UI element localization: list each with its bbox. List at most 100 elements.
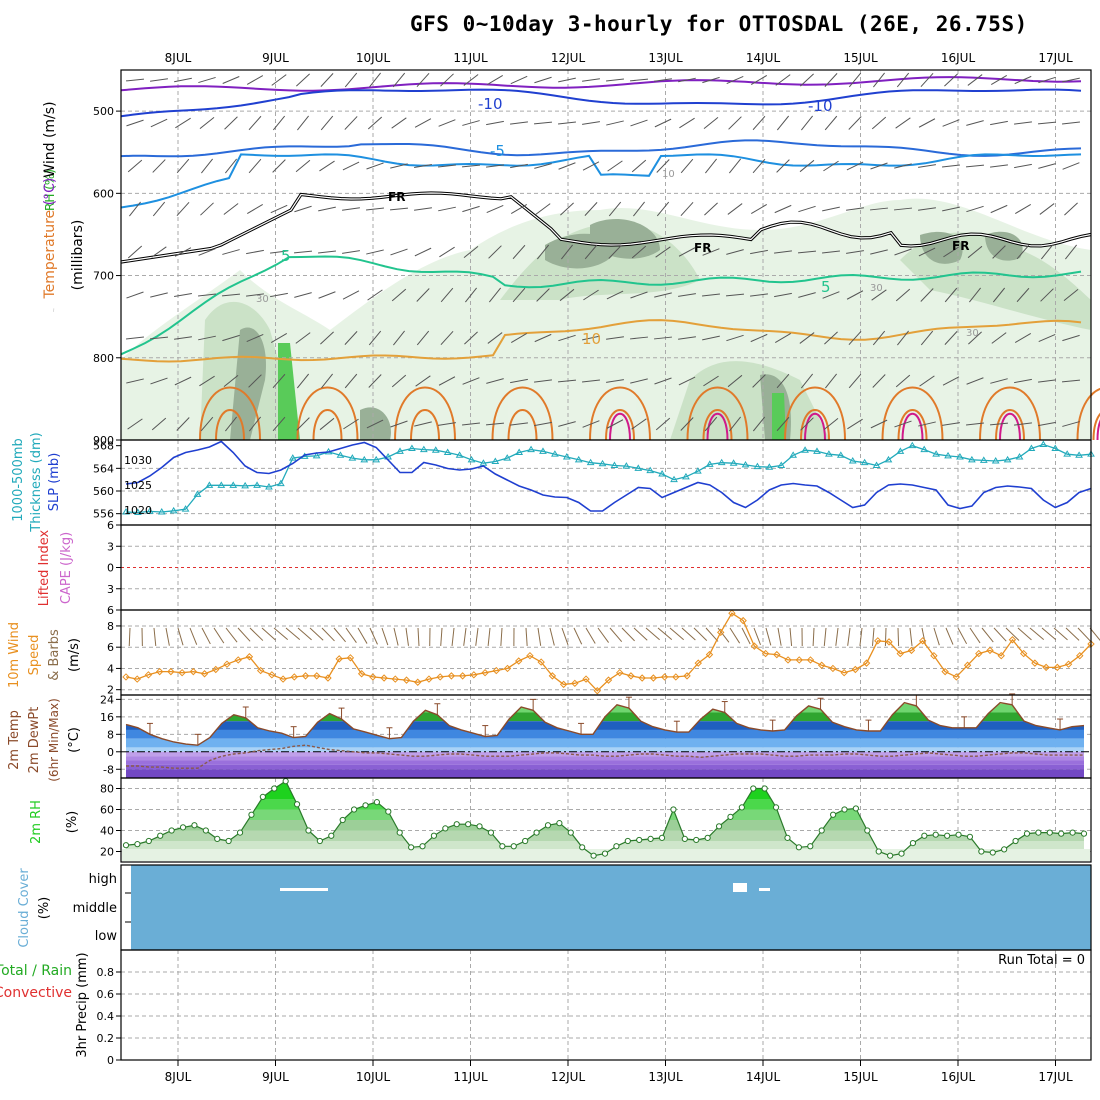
thickness-marker (574, 455, 583, 463)
wind-speed-marker (380, 674, 388, 682)
warm-dome-inner (215, 409, 245, 441)
wind-barb (631, 159, 647, 173)
wind-barb (630, 291, 648, 299)
rh-marker (476, 823, 483, 830)
rh-marker (202, 827, 209, 834)
wind-barb (561, 627, 569, 646)
wind-barb (295, 159, 311, 173)
lifted-axis-label: Lifted Index (37, 529, 52, 606)
contour-label: FR (694, 241, 711, 255)
slp-axis-label: SLP (mb) (47, 453, 62, 512)
wind-speed-marker (1042, 663, 1050, 672)
wind-speed-marker (1031, 659, 1039, 667)
wind-barb (774, 204, 792, 214)
wind-barb (1014, 121, 1032, 125)
temp-band (126, 747, 1084, 752)
wind-barb (198, 335, 216, 341)
wind-barb (126, 291, 144, 299)
contour-label: FR (388, 190, 405, 204)
wind-barb (127, 418, 143, 430)
wind-barb (128, 627, 131, 647)
wind-speed-marker (268, 671, 276, 679)
wind-barb (224, 158, 238, 174)
wind-barb (799, 332, 815, 344)
precip-axis-label: 3hr Precip (mm) (75, 952, 90, 1057)
date-label-top: 14JUL (746, 51, 781, 65)
wind-barb (224, 116, 238, 130)
wind-barb (391, 374, 407, 388)
wind-speed-marker (750, 642, 759, 650)
wind-barb (631, 418, 647, 430)
rh-marker (590, 852, 597, 859)
wind-barb (417, 627, 420, 647)
warm-dome-core (1096, 419, 1100, 441)
date-label-top: 8JUL (165, 51, 192, 65)
wind-barb (149, 336, 169, 340)
rh-marker (510, 843, 517, 850)
wind-barb (320, 73, 334, 87)
cloud-level-label: high (89, 872, 117, 887)
thickness-marker (622, 462, 631, 469)
thickness-marker (253, 481, 261, 488)
wind-barb (151, 246, 167, 258)
wind-barb (822, 206, 840, 212)
thickness-marker (539, 447, 547, 454)
rh-marker (989, 849, 996, 856)
wind-barb (609, 627, 623, 642)
thickness-marker (205, 481, 214, 488)
wind-barb (1053, 627, 1068, 641)
wind-barb (273, 627, 289, 641)
wind10-axis-label-4: (m/s) (67, 638, 82, 672)
wind-barb (920, 288, 934, 302)
wind-barb (342, 207, 360, 211)
wind-barb (438, 376, 456, 386)
wind-barb (918, 247, 936, 257)
grid (121, 950, 1091, 1060)
rh-marker (453, 821, 460, 828)
wind-barb (174, 247, 192, 257)
wind-barb (895, 374, 911, 388)
wind-speed-marker (817, 661, 826, 669)
wind-tick-label: 6 (107, 641, 114, 654)
wind-barb (752, 158, 766, 174)
wind-barb (462, 377, 480, 385)
wind-barb (942, 119, 960, 127)
rh-marker (533, 829, 540, 836)
wind-barb (237, 627, 251, 642)
rh-marker (522, 837, 529, 845)
rh-marker (225, 837, 232, 845)
wind-barb (727, 374, 743, 388)
wind-speed-marker (1019, 649, 1028, 658)
rh-marker (1012, 837, 1019, 845)
wind-speed-marker (694, 659, 702, 667)
rh-marker (966, 833, 974, 840)
rh-marker (282, 778, 289, 785)
thickness-marker (944, 451, 952, 459)
contour-plus10 (120, 319, 1082, 363)
rh-marker (1058, 830, 1065, 837)
contour-minus15 (120, 76, 1082, 92)
wind-barb (606, 290, 624, 300)
wind-barb (654, 78, 672, 82)
thickness-marker (741, 460, 750, 468)
wind-barb (800, 417, 814, 431)
thickness-marker (503, 454, 512, 461)
wind-barb (680, 158, 694, 174)
thickness-marker (729, 459, 738, 466)
thickness-marker (455, 451, 464, 458)
wind-barb (981, 627, 994, 643)
rh-marker (191, 822, 198, 829)
wind-speed-marker (369, 673, 377, 681)
wind-speed-marker (279, 675, 287, 683)
wind-barb (246, 249, 264, 255)
wind-barb (1077, 627, 1091, 642)
rh2m-unit-label: (%) (65, 811, 80, 834)
thickness-marker (276, 479, 285, 487)
wind-barb (342, 250, 360, 254)
surface-wind-barbs (128, 627, 1100, 647)
wind-barb (438, 119, 456, 127)
temp-axis-label: 2m Temp (7, 710, 22, 770)
wind-barb (1063, 288, 1079, 302)
thickness-marker (908, 441, 917, 449)
wind-barb (463, 74, 479, 86)
